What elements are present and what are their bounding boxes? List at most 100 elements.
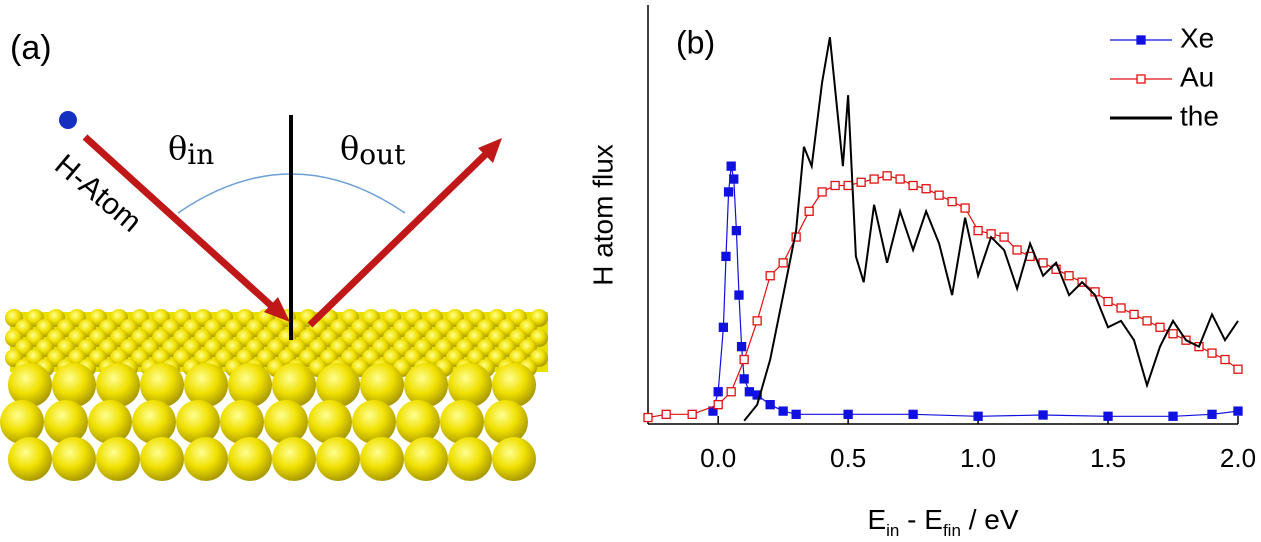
data-point — [909, 181, 917, 189]
data-point — [730, 175, 738, 183]
bulk-atom — [404, 363, 448, 407]
bulk-atom — [140, 437, 184, 481]
theta-symbol: θ — [168, 129, 187, 167]
legend-label: Xe — [1180, 22, 1214, 53]
bulk-atom — [184, 437, 228, 481]
data-point — [1039, 411, 1047, 419]
bulk-atom — [52, 363, 96, 407]
bulk-atom — [360, 437, 404, 481]
data-point — [725, 188, 733, 196]
data-point — [831, 181, 839, 189]
data-point — [870, 175, 878, 183]
bulk-atom — [52, 437, 96, 481]
bulk-atom — [272, 363, 316, 407]
legend-label: Au — [1180, 61, 1214, 92]
bulk-atom — [176, 400, 220, 444]
data-point — [753, 317, 761, 325]
data-point — [735, 291, 743, 299]
bulk-atom — [484, 400, 528, 444]
data-point — [1013, 246, 1021, 254]
data-point — [766, 401, 774, 409]
data-point — [974, 412, 982, 420]
data-point — [1000, 233, 1008, 241]
data-point — [727, 388, 735, 396]
theta-symbol: θ — [340, 129, 359, 167]
data-point — [714, 388, 722, 396]
bulk-atom — [132, 400, 176, 444]
data-point — [1104, 412, 1112, 420]
bulk-atom — [396, 400, 440, 444]
bulk-atom — [272, 437, 316, 481]
bulk-atom — [316, 363, 360, 407]
x-tick-label: 0.0 — [700, 443, 736, 473]
outgoing-arrow — [310, 152, 488, 325]
x-axis-label: Ein - Efin / eV — [867, 504, 1018, 540]
theta-subscript: out — [359, 138, 406, 171]
bulk-atom — [96, 363, 140, 407]
x-label-part: - E — [899, 504, 943, 535]
data-point — [1208, 410, 1216, 418]
series-line — [744, 37, 1238, 421]
x-tick-label: 1.0 — [960, 443, 996, 473]
bulk-atom — [492, 437, 536, 481]
data-point — [935, 191, 943, 199]
data-point — [974, 227, 982, 235]
panel-label: (a) — [10, 29, 52, 67]
data-point — [1130, 310, 1138, 318]
data-point — [948, 198, 956, 206]
bulk-atom — [96, 437, 140, 481]
data-point — [922, 185, 930, 193]
bulk-atom — [448, 437, 492, 481]
x-label-part: E — [867, 504, 886, 535]
data-point — [727, 162, 735, 170]
data-point — [738, 343, 746, 351]
legend-label: the — [1180, 100, 1219, 131]
data-point — [844, 410, 852, 418]
bulk-atom — [220, 400, 264, 444]
data-point — [740, 356, 748, 364]
bulk-atom — [8, 437, 52, 481]
data-point — [1169, 412, 1177, 420]
bulk-atom — [360, 363, 404, 407]
panel-label: (b) — [676, 24, 715, 60]
data-point — [719, 323, 727, 331]
bulk-atom — [440, 400, 484, 444]
x-label-sub: in — [886, 521, 899, 540]
bulk-atom — [44, 400, 88, 444]
legend-marker — [1137, 75, 1145, 83]
data-point — [1169, 330, 1177, 338]
bulk-atom — [88, 400, 132, 444]
theta-subscript: in — [187, 138, 214, 171]
data-point — [732, 227, 740, 235]
figure: (a) H-Atom θin θout (b) H atom flux Ein … — [0, 0, 1261, 542]
data-point — [792, 410, 800, 418]
h-atom — [59, 111, 77, 129]
bulk-atom — [0, 400, 44, 444]
data-point — [766, 272, 774, 280]
data-point — [779, 407, 787, 415]
bulk-atom — [448, 363, 492, 407]
bulk-atom — [404, 437, 448, 481]
bulk-atom — [228, 437, 272, 481]
data-point — [909, 410, 917, 418]
bulk-atom — [184, 363, 228, 407]
data-point — [818, 188, 826, 196]
bulk-atom — [316, 437, 360, 481]
data-point — [1065, 272, 1073, 280]
atom-label: H-Atom — [48, 148, 147, 239]
data-point — [896, 175, 904, 183]
bulk-atom — [228, 363, 272, 407]
data-point — [883, 172, 891, 180]
data-point — [1143, 317, 1151, 325]
x-tick-label: 0.5 — [830, 443, 866, 473]
legend-marker — [1137, 36, 1145, 44]
data-point — [1104, 298, 1112, 306]
data-point — [644, 414, 652, 422]
data-point — [688, 410, 696, 418]
x-label-part: / eV — [961, 504, 1019, 535]
theta-in: θin — [168, 129, 214, 171]
bulk-atom — [264, 400, 308, 444]
x-tick-label: 2.0 — [1220, 443, 1256, 473]
y-axis-label: H atom flux — [587, 144, 618, 286]
data-point — [662, 410, 670, 418]
